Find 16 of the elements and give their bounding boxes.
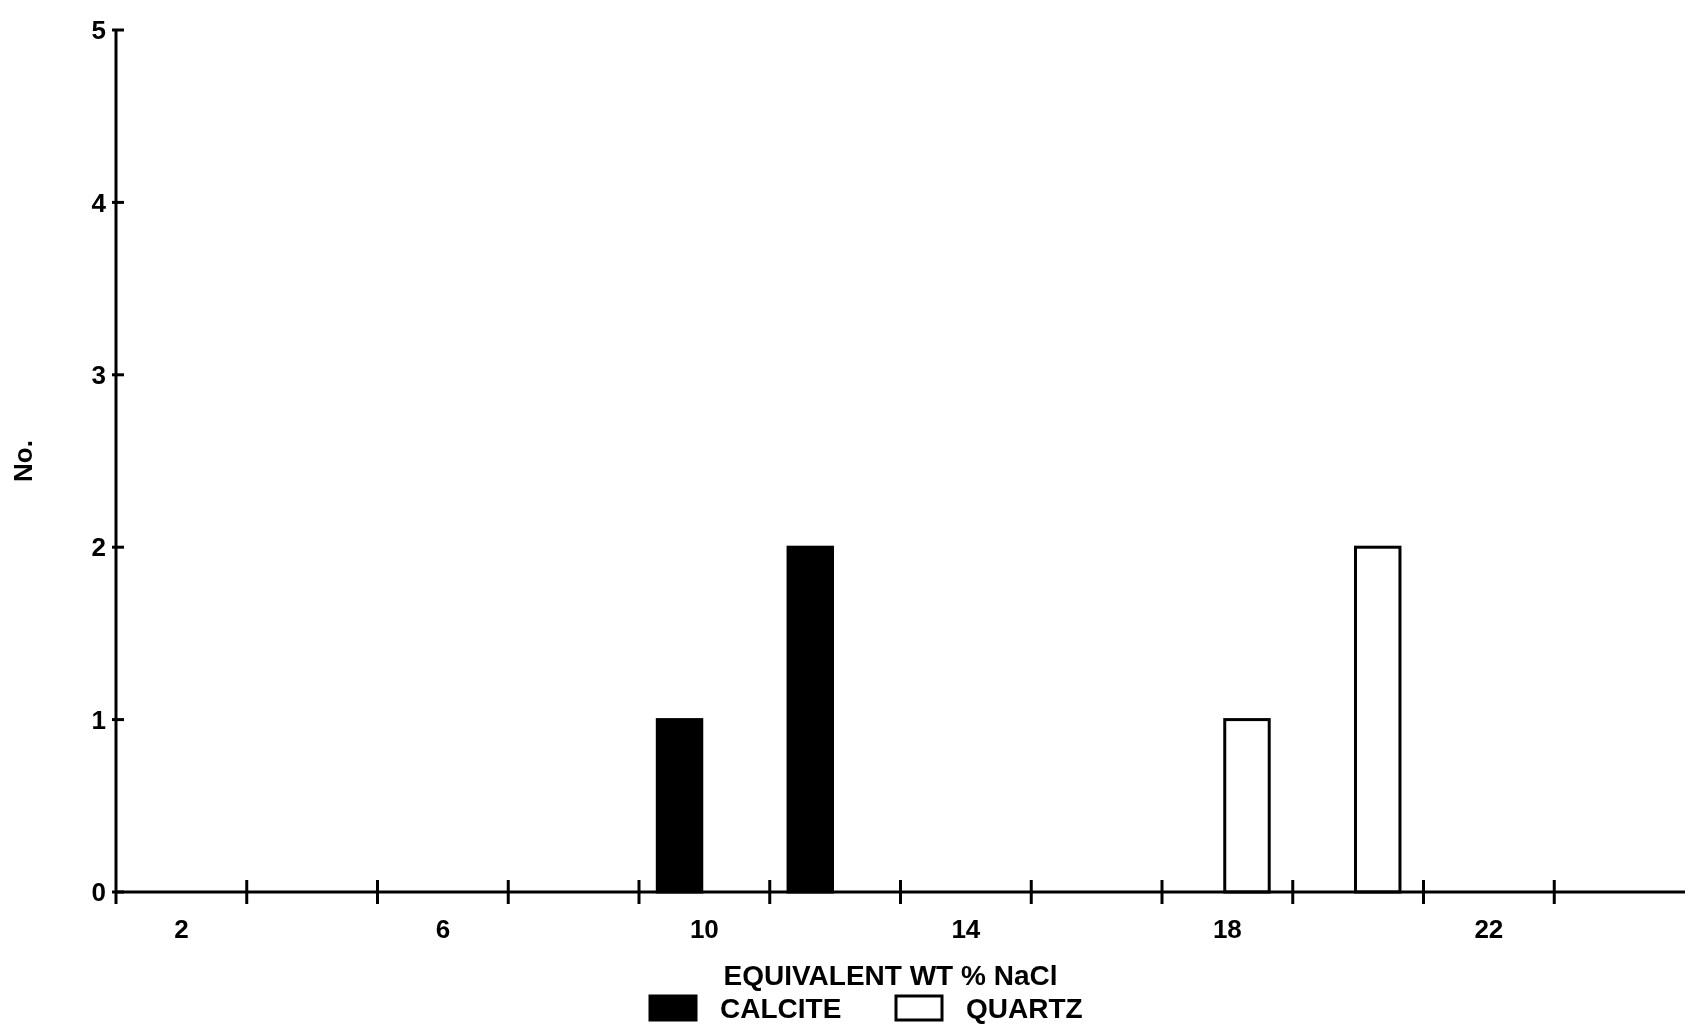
- y-tick-label: 0: [91, 877, 106, 908]
- y-axis-title: No.: [8, 440, 38, 482]
- x-tick-label: 22: [1474, 914, 1504, 944]
- y-tick-label: 4: [91, 187, 107, 218]
- x-tick-label: 2: [174, 914, 189, 944]
- x-tick-label: 6: [435, 914, 451, 944]
- y-tick-label: 3: [91, 359, 106, 390]
- y-tick-label: 5: [91, 15, 106, 46]
- y-tick-label: 1: [91, 704, 106, 735]
- x-tick-label: 14: [951, 914, 981, 944]
- x-tick-label: 18: [1212, 914, 1242, 944]
- x-tick-label: 10: [689, 914, 719, 944]
- legend-label: CALCITE: [720, 993, 842, 1024]
- legend-label: QUARTZ: [966, 993, 1083, 1024]
- y-tick-label: 2: [91, 532, 106, 563]
- x-axis-title: EQUIVALENT WT % NaCl: [723, 960, 1058, 991]
